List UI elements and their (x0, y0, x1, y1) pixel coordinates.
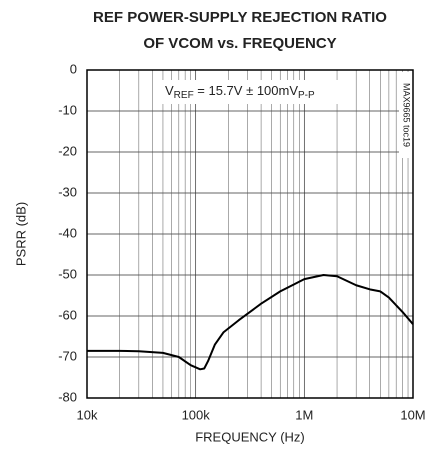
side-label-background (399, 72, 413, 158)
annotation-part: P-P (298, 90, 315, 101)
y-tick-label: -80 (58, 389, 77, 404)
annotation: VREF = 15.7V ± 100mVP-P (165, 83, 315, 100)
x-tick-label: 10k (77, 407, 98, 422)
chart-title: OF VCOM vs. FREQUENCY (143, 35, 336, 52)
y-tick-label: -10 (58, 102, 77, 117)
y-axis-label: PSRR (dB) (13, 202, 28, 266)
y-tick-label: -40 (58, 225, 77, 240)
annotation-part: V (165, 83, 174, 98)
y-tick-label: -70 (58, 348, 77, 363)
annotation-part: = 15.7V ± 100mV (194, 83, 299, 98)
plot-frame (86, 69, 414, 399)
y-tick-label: -60 (58, 307, 77, 322)
x-tick-label: 10M (400, 407, 425, 422)
data-line (87, 274, 414, 371)
y-tick-label: 0 (70, 61, 77, 76)
y-tick-label: -30 (58, 184, 77, 199)
chart-title: REF POWER-SUPPLY REJECTION RATIO (93, 9, 387, 26)
y-tick-label: -50 (58, 266, 77, 281)
side-label: MAX9665 toc19 (402, 83, 412, 147)
x-tick-label: 100k (182, 407, 211, 422)
annotation-part: REF (174, 90, 194, 101)
x-tick-label: 1M (295, 407, 313, 422)
y-tick-label: -20 (58, 143, 77, 158)
x-axis-label: FREQUENCY (Hz) (195, 429, 305, 444)
annotation-background (160, 80, 340, 104)
